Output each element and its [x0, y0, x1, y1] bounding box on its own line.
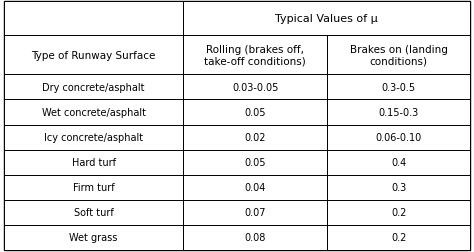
Text: Wet grass: Wet grass: [69, 233, 118, 242]
Bar: [183, 225, 327, 250]
Text: Dry concrete/asphalt: Dry concrete/asphalt: [42, 83, 145, 92]
Text: 0.02: 0.02: [245, 133, 266, 143]
Text: 0.08: 0.08: [245, 233, 266, 242]
Bar: [183, 75, 327, 100]
Bar: [183, 175, 327, 200]
Text: Wet concrete/asphalt: Wet concrete/asphalt: [42, 108, 146, 117]
Bar: [4, 100, 183, 125]
Text: Soft turf: Soft turf: [73, 208, 113, 217]
Bar: [327, 150, 470, 175]
Text: 0.15-0.3: 0.15-0.3: [378, 108, 419, 117]
Text: 0.2: 0.2: [391, 233, 406, 242]
Bar: [4, 225, 183, 250]
Text: Rolling (brakes off,
take-off conditions): Rolling (brakes off, take-off conditions…: [204, 45, 306, 66]
Text: Icy concrete/asphalt: Icy concrete/asphalt: [44, 133, 143, 143]
Text: Brakes on (landing
conditions): Brakes on (landing conditions): [350, 45, 447, 66]
Bar: [4, 75, 183, 100]
Bar: [327, 75, 470, 100]
Text: 0.07: 0.07: [245, 208, 266, 217]
Bar: [4, 200, 183, 225]
Bar: [4, 2, 183, 36]
Bar: [4, 125, 183, 150]
Text: 0.4: 0.4: [391, 158, 406, 168]
Text: Hard turf: Hard turf: [72, 158, 116, 168]
Bar: [183, 150, 327, 175]
Text: Typical Values of μ: Typical Values of μ: [275, 14, 378, 24]
Text: Firm turf: Firm turf: [73, 182, 114, 193]
Text: 0.3: 0.3: [391, 182, 406, 193]
Text: 0.03-0.05: 0.03-0.05: [232, 83, 278, 92]
Text: 0.3-0.5: 0.3-0.5: [382, 83, 416, 92]
Text: Type of Runway Surface: Type of Runway Surface: [31, 51, 156, 60]
Bar: [4, 175, 183, 200]
Bar: [183, 100, 327, 125]
Bar: [183, 125, 327, 150]
Text: 0.06-0.10: 0.06-0.10: [375, 133, 422, 143]
Bar: [4, 150, 183, 175]
Bar: [327, 100, 470, 125]
Bar: [183, 200, 327, 225]
Text: 0.2: 0.2: [391, 208, 406, 217]
Bar: [183, 2, 470, 36]
Bar: [327, 200, 470, 225]
Bar: [327, 36, 470, 75]
Text: 0.05: 0.05: [245, 108, 266, 117]
Bar: [4, 36, 183, 75]
Bar: [327, 125, 470, 150]
Text: 0.04: 0.04: [245, 182, 266, 193]
Bar: [327, 225, 470, 250]
Text: 0.05: 0.05: [245, 158, 266, 168]
Bar: [327, 175, 470, 200]
Bar: [183, 36, 327, 75]
